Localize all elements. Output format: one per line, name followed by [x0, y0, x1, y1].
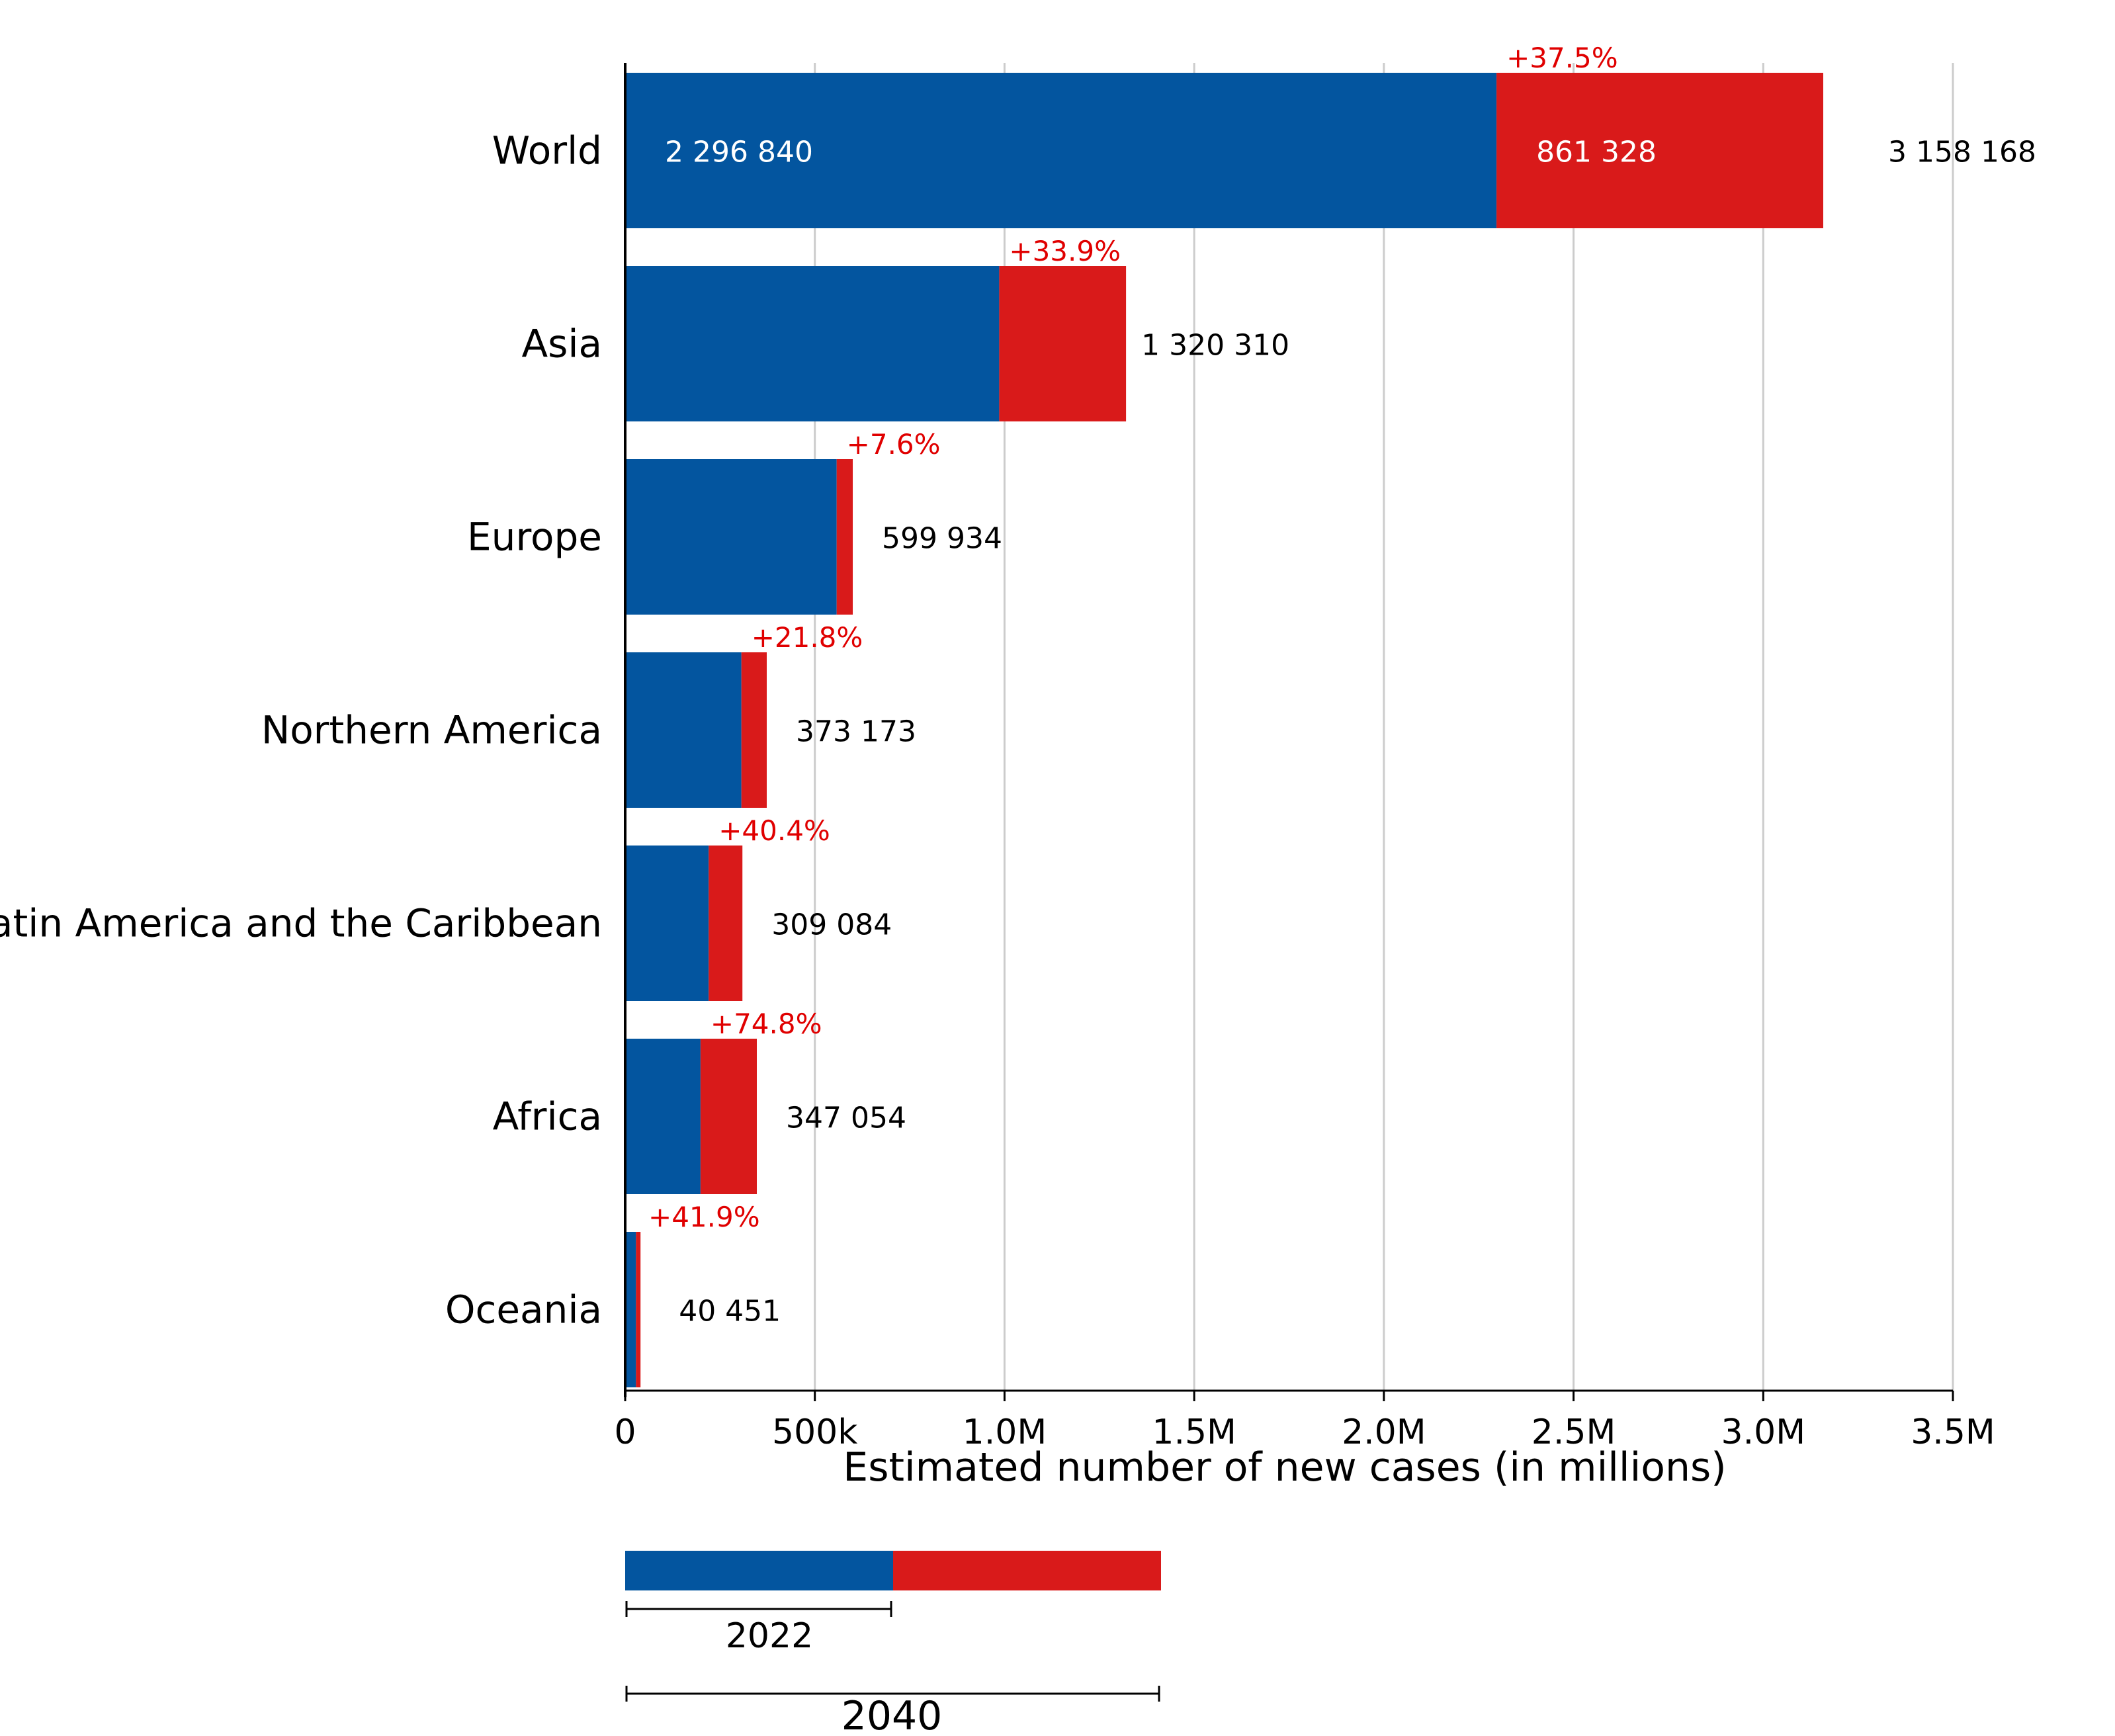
bar-2022-latin-america-and-the-caribbean: [625, 846, 709, 1001]
bar-increase-oceania: [636, 1232, 641, 1387]
category-label-oceania: Oceania: [445, 1287, 602, 1332]
x-tick-label: 1.5M: [1152, 1412, 1236, 1452]
category-label-northern-america: Northern America: [261, 708, 602, 753]
category-label-europe: Europe: [467, 515, 602, 560]
bar-2022-world: [625, 73, 1497, 228]
gridlines: [814, 63, 1954, 1391]
bar-labels: 3 158 168 +37.5% 1 320 310 +33.9% 599 934 +7.…: [648, 42, 2036, 1328]
total-label-africa: 347 054: [786, 1102, 906, 1135]
bar-increase-world: [1496, 73, 1823, 228]
pct-increase-label-world: +37.5%: [1506, 42, 1618, 74]
category-label-latin-america-and-the-caribbean: Latin America and the Caribbean: [0, 901, 602, 946]
bar-increase-africa: [700, 1039, 757, 1194]
bar-2022-africa: [625, 1039, 701, 1194]
total-label-latin-america-and-the-caribbean: 309 084: [771, 908, 892, 942]
y-axis: World Asia Europe Northern America Latin Ame…: [0, 63, 626, 1397]
bar-increase-asia: [999, 266, 1127, 421]
legend-base-bar: [625, 1551, 893, 1590]
legend-base-label: 2022: [726, 1616, 813, 1656]
x-axis-title: Estimated number of new cases (in millio…: [843, 1444, 1726, 1491]
x-tick-label: 3.0M: [1721, 1412, 1806, 1452]
category-label-world: World: [492, 128, 602, 173]
legend: 2022 2040: [625, 1551, 1161, 1736]
bar-2022-northern-america: [625, 652, 742, 808]
pct-increase-label-asia: +33.9%: [1009, 235, 1121, 267]
total-label-asia: 1 320 310: [1141, 329, 1289, 363]
legend-base-bracket: [625, 1601, 892, 1617]
x-tick-label: 2.5M: [1532, 1412, 1616, 1452]
category-label-africa: Africa: [493, 1094, 602, 1139]
pct-increase-label-africa: +74.8%: [711, 1008, 822, 1040]
total-label-oceania: 40 451: [679, 1295, 781, 1328]
bar-increase-northern-america: [741, 652, 767, 808]
x-axis: Estimated number of new cases (in millio…: [614, 1389, 1995, 1491]
total-label-northern-america: 373 173: [796, 715, 916, 749]
x-tick-label: 3.5M: [1911, 1412, 1995, 1452]
legend-increase-bar: [893, 1551, 1161, 1590]
inner-label-world-increase: 861 328: [1536, 136, 1657, 169]
pct-increase-label-oceania: +41.9%: [648, 1201, 760, 1233]
total-label-world: 3 158 168: [1888, 136, 2036, 169]
x-tick-label: 500k: [772, 1412, 857, 1452]
inner-label-world-2022: 2 296 840: [665, 136, 813, 169]
total-label-europe: 599 934: [882, 522, 1002, 556]
x-tick-label: 2.0M: [1342, 1412, 1426, 1452]
bar-increase-latin-america-and-the-caribbean: [709, 846, 743, 1001]
x-tick-label: 1.0M: [963, 1412, 1047, 1452]
category-label-asia: Asia: [521, 322, 602, 367]
pct-increase-label-latin-america-and-the-caribbean: +40.4%: [718, 814, 830, 847]
pct-increase-label-europe: +7.6%: [847, 428, 941, 460]
bar-increase-europe: [836, 459, 853, 615]
bar-2022-europe: [625, 459, 837, 615]
pct-increase-label-northern-america: +21.8%: [752, 621, 863, 654]
x-tick-label: 0: [614, 1412, 636, 1452]
bar-2022-oceania: [625, 1232, 636, 1387]
bar-2022-asia: [625, 266, 1000, 421]
bars: [625, 73, 1823, 1387]
legend-total-bracket: [625, 1686, 1160, 1702]
legend-total-label: 2040: [842, 1693, 943, 1736]
